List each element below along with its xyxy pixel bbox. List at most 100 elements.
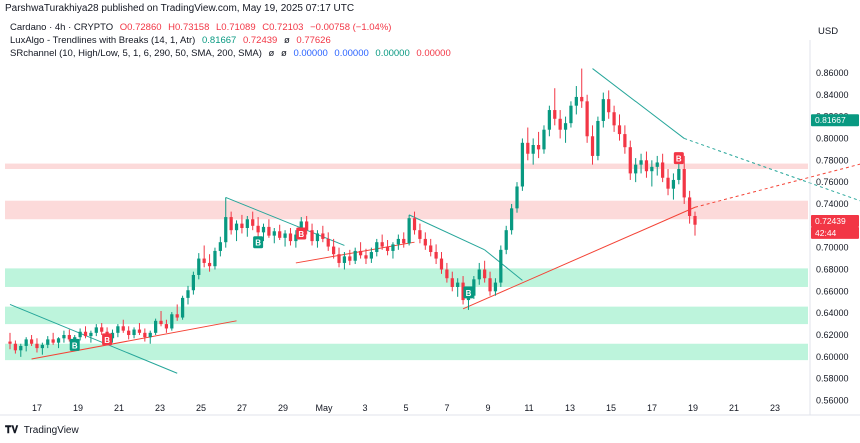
legend-low: L0.71089 [216,22,256,33]
trendline-up-1 [31,320,237,360]
candle-body-106 [580,96,584,102]
currency-label[interactable]: USD [818,26,839,37]
candle-body-96 [526,142,530,154]
candle-body-81 [445,269,449,279]
candle-body-105 [574,96,578,106]
candle-body-26 [148,332,152,338]
trendline-down-4-ext [684,137,860,202]
srchannel-value-1: ø [268,48,275,59]
resistance-zone-3 [5,200,808,220]
time-tick-12: 11 [524,403,533,413]
candle-body-55 [305,221,309,231]
footer[interactable]: 𝐓𝐕 TradingView [5,425,79,436]
time-tick-4: 25 [196,403,206,413]
time-tick-18: 23 [770,403,780,413]
time-tick-8: 3 [362,403,367,413]
break-marker-b-5-box [463,286,474,299]
candle-body-118 [644,160,649,172]
candle-body-71 [391,244,395,251]
candle-body-11 [67,335,71,340]
candle-body-50 [278,231,282,238]
footer-brand: TradingView [23,425,79,436]
time-tick-13: 13 [565,403,575,413]
candle-body-74 [407,218,411,244]
price-label-2: 42:44 [815,228,837,238]
legend-indicator-luxalgo[interactable]: LuxAlgo - Trendlines with Breaks (14, 1,… [10,35,335,46]
candle-body-123 [671,179,676,189]
candle-body-89 [488,278,492,292]
srchannel-value-3: 0.00000 [293,48,328,59]
candle-body-35 [197,258,201,275]
candle-body-102 [558,118,562,130]
support-zone-1 [5,306,808,325]
legend-indicator-srchannel[interactable]: SRchannel (10, High/Low, 5, 1, 6, 290, 5… [10,48,455,59]
candle-body-38 [213,250,217,267]
price-tick-10: 0.66000 [816,286,849,296]
candle-body-99 [542,129,546,150]
candle-body-113 [617,125,622,135]
price-label-box-0 [811,114,859,127]
candle-body-43 [240,223,244,228]
candle-body-76 [418,230,422,239]
time-axis[interactable]: 17 19 21 23 25 27 29 May 3 5 7 9 11 13 15 17 19 21 23 [32,403,780,413]
break-marker-b-3-box [253,236,264,249]
legend-symbol[interactable]: Cardano · 4h · CRYPTO [10,22,114,33]
time-tick-3: 23 [155,403,165,413]
candle-body-3 [24,339,28,346]
trendline-down-4 [592,68,685,139]
support-zone-0 [5,268,808,287]
candle-body-28 [159,320,163,325]
support-zone-2 [5,343,808,361]
candle-body-16 [94,327,98,333]
price-tick-4: 0.78000 [816,155,849,165]
break-marker-b-5-label: B [466,289,472,298]
candle-body-103 [563,123,568,130]
candle-body-37 [207,262,212,267]
candle-body-32 [180,297,185,318]
candle-body-101 [553,110,557,119]
price-tick-0: 0.86000 [816,68,849,78]
candle-body-95 [520,142,525,187]
break-marker-b-4-box [296,227,307,240]
candle-body-82 [450,278,454,287]
candle-body-29 [164,324,169,329]
candle-body-126 [687,197,692,216]
candle-body-104 [569,105,573,124]
candle-body-14 [83,331,88,337]
candle-body-125 [682,169,686,198]
price-tick-9: 0.68000 [816,264,849,274]
trendlines [9,68,860,374]
candle-body-90 [493,282,498,292]
candle-body-49 [272,231,276,236]
candle-body-25 [143,332,147,338]
candle-body-112 [612,112,616,126]
trendline-down-3b [484,249,523,281]
candle-body-88 [483,269,487,279]
break-marker-b-1-label: B [72,341,78,350]
candle-body-4 [29,339,34,344]
candle-body-64 [353,250,357,261]
candle-body-17 [100,327,104,332]
candle-body-40 [224,217,228,243]
candle-body-65 [358,250,363,256]
trendline-down-1 [9,303,178,374]
candle-body-67 [369,252,373,259]
candle-body-77 [423,238,427,246]
candle-body-41 [229,217,233,231]
srchannel-name: SRchannel (10, High/Low, 5, 1, 6, 290, 5… [10,48,262,59]
candle-body-59 [326,238,330,247]
candle-body-22 [127,330,131,336]
candle-body-114 [623,134,627,148]
candle-body-60 [332,246,336,255]
candle-body-53 [294,234,298,242]
candle-body-92 [504,230,508,250]
price-tick-12: 0.62000 [816,330,849,340]
candle-body-1 [13,343,18,351]
break-marker-b-6-label: B [676,155,682,164]
time-tick-1: 19 [73,403,83,413]
time-tick-11: 9 [485,403,490,413]
candle-body-13 [78,331,82,338]
price-labels: 0.81667 0.72439 42:44 [811,114,859,239]
luxalgo-value-4: 0.77626 [296,35,331,46]
